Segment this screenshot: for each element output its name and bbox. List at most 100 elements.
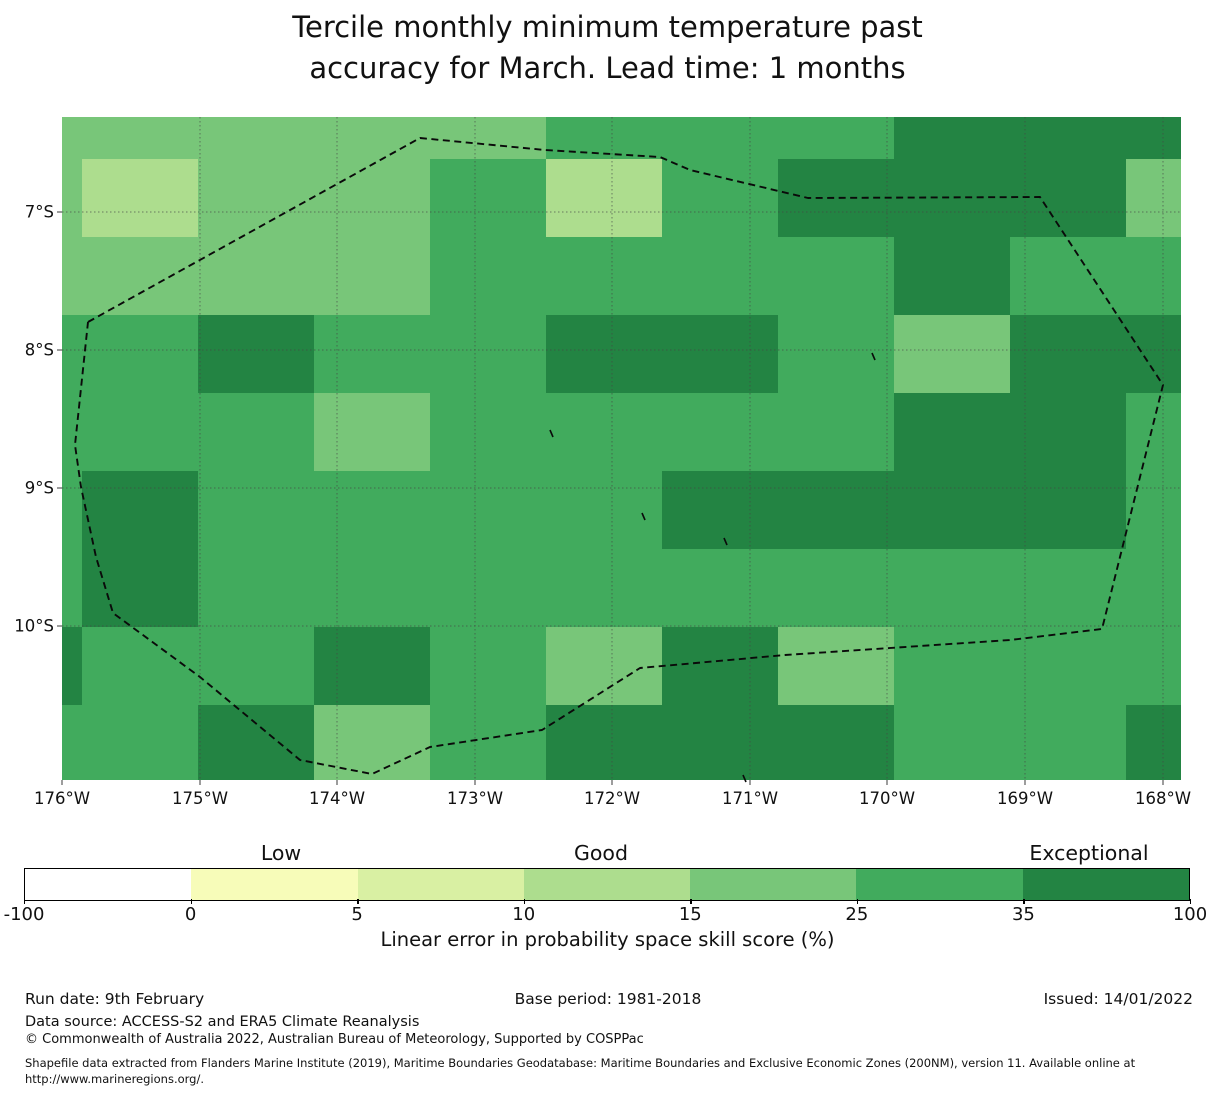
map-cell <box>62 117 82 159</box>
map-cell <box>1126 315 1181 393</box>
map-cell <box>662 117 778 159</box>
colorbar-segment <box>856 869 1023 900</box>
map-cell <box>1010 705 1126 780</box>
map-cell <box>778 705 894 780</box>
eez-boundary-dashed-line <box>74 137 1164 775</box>
map-cell <box>1126 159 1181 237</box>
map-cell <box>1010 315 1126 393</box>
colorbar-tick-mark <box>24 899 26 904</box>
map-cell <box>314 117 430 159</box>
map-cell <box>62 237 82 315</box>
footer-shapefile-line1: Shapefile data extracted from Flanders M… <box>25 1056 1136 1070</box>
colorbar-tick-label: 100 <box>1172 904 1208 925</box>
colorbar-segment <box>690 869 857 900</box>
chart-title-line2: accuracy for March. Lead time: 1 months <box>309 51 906 86</box>
footer-base-period: Base period: 1981-2018 <box>514 990 702 1008</box>
map-cell <box>314 549 430 627</box>
map-cell <box>546 471 662 549</box>
colorbar-tick-mark <box>856 899 859 904</box>
island-mark <box>742 774 747 783</box>
x-axis-tick-label: 170°W <box>858 789 916 808</box>
colorbar-tick-mark <box>523 899 526 904</box>
footer-run-date: Run date: 9th February <box>25 990 205 1008</box>
map-cell <box>430 627 546 705</box>
y-axis-tick-label: 8°S <box>24 340 54 360</box>
colorbar-tick-mark <box>1023 899 1025 904</box>
colorbar-tick-label: -100 <box>3 904 45 925</box>
map-cell <box>314 393 430 471</box>
map-cell <box>82 471 198 549</box>
map-cell <box>62 393 82 471</box>
map-cell <box>778 393 894 471</box>
footer-copyright: © Commonwealth of Australia 2022, Austra… <box>25 1032 644 1047</box>
colorbar-class-label: Good <box>574 841 628 865</box>
map-cell <box>62 159 82 237</box>
chart-title-line1: Tercile monthly minimum temperature past <box>292 10 923 44</box>
map-cell <box>82 117 198 159</box>
colorbar-tick-label: 0 <box>184 904 197 925</box>
map-cell <box>430 117 546 159</box>
y-axis-tick-label: 7°S <box>24 202 54 222</box>
map-cell <box>1126 471 1181 549</box>
map-cell <box>778 237 894 315</box>
map-cell <box>198 237 314 315</box>
map-cell <box>1010 237 1126 315</box>
map-cell <box>546 393 662 471</box>
map-cell <box>430 315 546 393</box>
map-cell <box>662 393 778 471</box>
map-cell <box>662 549 778 627</box>
colorbar-tick-mark <box>190 899 192 904</box>
map-cell <box>198 159 314 237</box>
map-cell <box>546 159 662 237</box>
map-cell <box>1010 627 1126 705</box>
map-cell <box>198 315 314 393</box>
map-cell <box>62 471 82 549</box>
map-cell <box>662 159 778 237</box>
colorbar-tick-label: 25 <box>845 904 869 925</box>
x-axis-tick-label: 173°W <box>446 789 504 808</box>
map-cell <box>82 159 198 237</box>
map-cell <box>314 705 430 780</box>
colorbar-segment <box>25 869 192 900</box>
map-cell <box>778 315 894 393</box>
colorbar-axis-label: Linear error in probability space skill … <box>380 928 835 951</box>
map-cell <box>198 393 314 471</box>
colorbar-segment <box>191 869 358 900</box>
map-cell <box>894 315 1010 393</box>
map-cell <box>82 237 198 315</box>
footer-shapefile-url: http://www.marineregions.org/. <box>25 1072 204 1087</box>
map-cell <box>894 393 1010 471</box>
island-mark <box>549 429 554 438</box>
map-cell <box>894 705 1010 780</box>
map-cell <box>894 471 1010 549</box>
colorbar-tick-label: 5 <box>351 904 363 925</box>
map-cell <box>198 117 314 159</box>
colorbar-segment <box>357 869 524 900</box>
map-cell <box>198 549 314 627</box>
map-cell <box>1010 393 1126 471</box>
map-cell <box>662 471 778 549</box>
island-mark <box>723 537 728 546</box>
x-axis-tick-label: 169°W <box>996 789 1054 808</box>
island-mark <box>641 512 646 521</box>
map-cell <box>82 627 198 705</box>
map-cell <box>198 471 314 549</box>
map-cell <box>546 117 662 159</box>
map-cell <box>1010 471 1126 549</box>
x-axis-tick-label: 171°W <box>721 789 779 808</box>
map-cell <box>314 159 430 237</box>
map-cell <box>62 627 82 705</box>
map-cell <box>778 627 894 705</box>
map-cell <box>894 237 1010 315</box>
map-cell <box>662 237 778 315</box>
colorbar-segment <box>523 869 691 900</box>
colorbar-tick-label: 15 <box>678 904 702 925</box>
footer-issued-date: Issued: 14/01/2022 <box>1043 990 1193 1008</box>
map-cell <box>430 393 546 471</box>
map-cell <box>430 549 546 627</box>
colorbar-tick-mark <box>357 899 359 904</box>
colorbar-tick-mark <box>1190 899 1192 904</box>
map-cell <box>894 117 1010 159</box>
x-axis-tick-label: 175°W <box>171 789 229 808</box>
